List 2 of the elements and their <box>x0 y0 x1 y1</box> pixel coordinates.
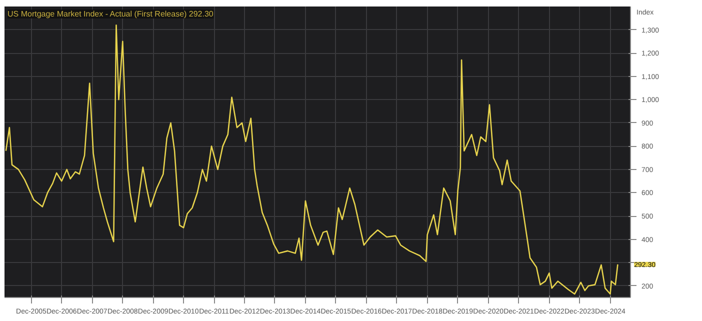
line-series <box>5 24 618 295</box>
chart-title: US Mortgage Market Index - Actual (First Release) 292.30 <box>8 10 214 18</box>
